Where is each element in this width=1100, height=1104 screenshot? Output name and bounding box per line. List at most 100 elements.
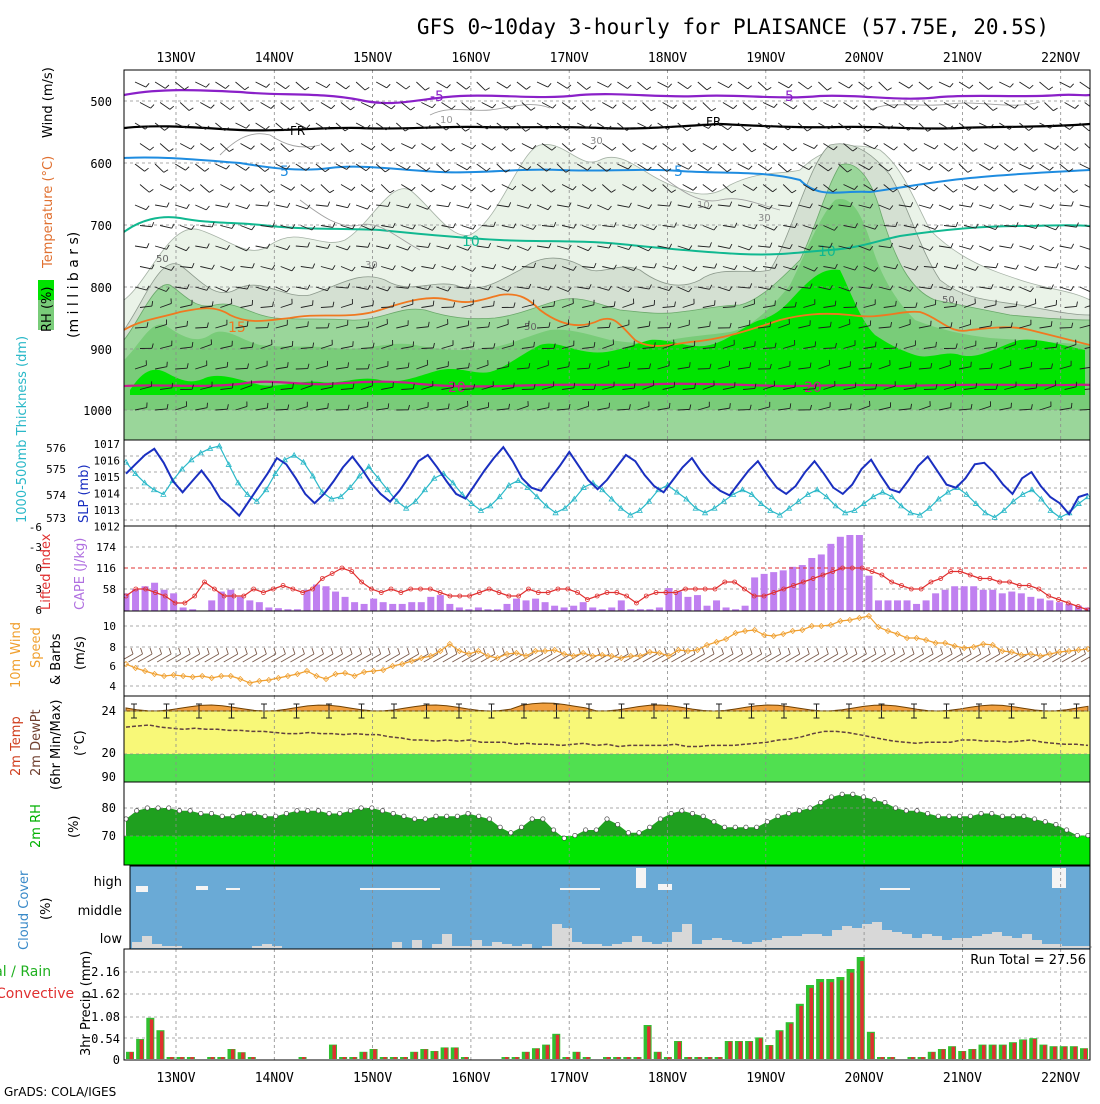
wind-barb	[864, 389, 876, 390]
rh2m-marker	[1032, 817, 1036, 821]
surface-barb-feather	[417, 648, 419, 654]
cloud-high-bar	[658, 884, 672, 890]
surface-barb-feather	[779, 648, 781, 654]
cloud-low-bar	[1022, 934, 1032, 948]
cloud-low-bar	[862, 924, 872, 948]
precip-rain-bar	[566, 1057, 570, 1059]
cape-label: CAPE (J/kg)	[73, 538, 88, 610]
cape-bar	[723, 607, 730, 611]
wind-tick: 6	[109, 660, 116, 673]
rh2m-marker	[477, 814, 481, 818]
rh2m-marker	[370, 806, 374, 810]
surface-barb-feather	[293, 648, 295, 654]
slp-tick: 1015	[94, 471, 121, 484]
precip-rain-bar	[546, 1045, 550, 1059]
surface-barb-feather	[331, 648, 333, 654]
surface-barb-feather	[922, 648, 924, 654]
precip-rain-bar	[241, 1052, 245, 1059]
cloud-low-bar	[132, 942, 142, 948]
rh2m-bright-band	[124, 836, 1090, 865]
surface-barb-feather	[255, 648, 257, 654]
wind-barb-feather	[1091, 288, 1094, 292]
cloud-low-bar	[752, 942, 762, 948]
precip-rain-bar	[535, 1049, 539, 1059]
precip-rain-bar	[1053, 1047, 1057, 1059]
surface-barb-feather	[245, 648, 247, 654]
rh2m-marker	[498, 825, 502, 829]
wind-barb-feather	[1092, 404, 1093, 409]
cloud-low-bar	[852, 928, 862, 948]
surface-barb-feather	[722, 648, 724, 654]
cape-bar	[865, 576, 872, 611]
precip-rain-bar	[809, 988, 813, 1059]
cloud-level-low: low	[100, 932, 123, 947]
cape-bar	[884, 600, 891, 611]
precip-rain-bar	[881, 1057, 885, 1059]
cloud-low-bar	[742, 944, 752, 948]
rh2m-marker	[444, 814, 448, 818]
rh2m-marker	[252, 811, 256, 815]
surface-barb-feather	[988, 648, 990, 654]
cape-bar	[913, 604, 920, 611]
rh2m-marker	[348, 809, 352, 813]
cape-bar	[837, 537, 844, 611]
chart-title: GFS 0~10day 3-hourly for PLAISANCE (57.7…	[417, 15, 1049, 39]
slp-label: SLP (mb)	[77, 464, 92, 523]
li-tick: -6	[29, 521, 42, 534]
cape-bar	[618, 600, 625, 611]
precip-tick: 0	[113, 1053, 120, 1067]
cape-tick: 58	[103, 583, 116, 596]
rh2m-marker	[680, 809, 684, 813]
cape-bar	[761, 574, 768, 611]
wind-frame	[124, 611, 1090, 696]
precip-rain-bar	[678, 1042, 682, 1059]
wind-barb	[999, 327, 1011, 328]
precip-axis: 2.161.621.080.540	[91, 965, 120, 1067]
bottom-day-label: 13NOV	[156, 1071, 195, 1086]
cape-bar	[351, 602, 358, 611]
precip-rain-bar	[941, 1049, 945, 1059]
surface-barb-feather	[855, 648, 857, 654]
dewpt-band-green	[124, 754, 1090, 782]
surface-barb-feather	[664, 648, 666, 654]
cape-bar	[1027, 597, 1034, 611]
rh2m-marker	[134, 809, 138, 813]
wind-barb-feather	[649, 321, 650, 326]
cape-bar	[418, 602, 425, 611]
rh2m-marker	[808, 806, 812, 810]
rh2m-marker	[872, 798, 876, 802]
cloud-low-bar	[262, 944, 272, 948]
cloud-low-bar	[272, 946, 282, 948]
wind-barb	[678, 409, 690, 410]
rh2m-marker	[594, 828, 598, 832]
wind-barb	[421, 348, 433, 349]
millibars-label: (m i l l i b a r s)	[66, 232, 82, 338]
surface-barb-feather	[483, 648, 485, 654]
wind-legend-label: Wind (m/s)	[41, 67, 56, 138]
rh2m-marker	[338, 811, 342, 815]
rh2m-marker	[648, 825, 652, 829]
wind-barb-feather	[514, 383, 515, 388]
rh2m-marker	[455, 814, 459, 818]
rh2m-marker	[990, 811, 994, 815]
wind-barb	[597, 327, 609, 328]
cape-bar	[665, 588, 672, 611]
surface-barb-feather	[1093, 648, 1095, 654]
cape-bar	[904, 600, 911, 611]
cloud-low-bar	[682, 924, 692, 948]
rh2m-marker	[295, 809, 299, 813]
rh2m-marker	[904, 809, 908, 813]
precip-rain-bar	[860, 961, 864, 1059]
cloud-low-bar	[912, 938, 922, 948]
precip-rain-bar	[921, 1057, 925, 1059]
label-rh50-a: 50	[156, 254, 169, 265]
label-rh30-c: 30	[590, 136, 603, 147]
bottom-day-label: 22NOV	[1041, 1071, 1080, 1086]
run-total: Run Total = 27.56	[970, 953, 1086, 968]
wind-barb	[276, 409, 288, 410]
cape-bar	[684, 597, 691, 611]
cloud-low-bar	[252, 946, 262, 948]
wind-barb-feather	[247, 321, 248, 326]
surface-barb-feather	[769, 648, 771, 654]
